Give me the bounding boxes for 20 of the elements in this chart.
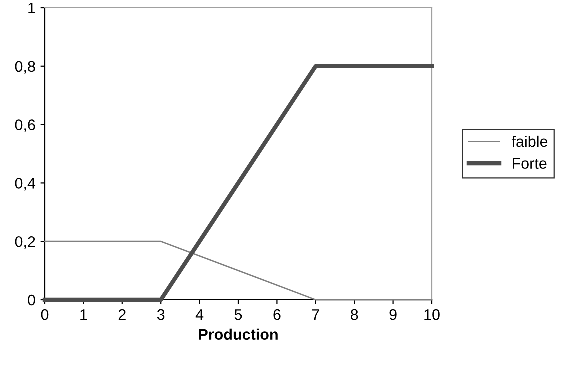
y-tick-label: 1 <box>28 3 36 14</box>
x-tick-label: 9 <box>390 309 397 320</box>
x-tick-label: 10 <box>424 309 440 320</box>
x-axis-title: Production <box>199 328 278 340</box>
y-tick-label: 0,2 <box>15 236 36 250</box>
y-tick-label: 0,4 <box>15 178 36 191</box>
y-tick-label: 0,8 <box>15 61 36 74</box>
x-tick-label: 4 <box>196 310 204 320</box>
x-tick-label: 3 <box>157 309 165 320</box>
legend-label: faible <box>512 136 548 148</box>
x-tick-label: 6 <box>274 309 281 320</box>
legend-label: Forte <box>513 158 547 170</box>
x-tick-label: 8 <box>351 309 358 320</box>
y-tick-label: 0 <box>28 294 36 306</box>
x-tick-label: 1 <box>80 310 88 320</box>
x-tick-label: 7 <box>312 310 320 320</box>
x-tick-label: 0 <box>41 309 49 320</box>
x-tick-label: 5 <box>234 310 242 320</box>
x-tick-label: 2 <box>118 309 126 320</box>
y-tick-label: 0,6 <box>15 120 36 132</box>
